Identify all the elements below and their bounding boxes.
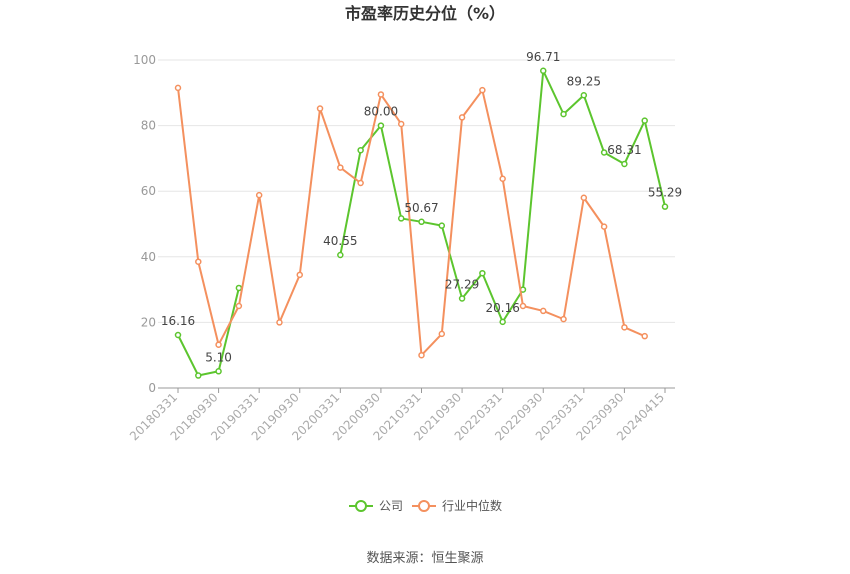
point-company bbox=[499, 318, 506, 326]
point-industry bbox=[296, 271, 303, 279]
point-industry bbox=[641, 332, 648, 340]
point-company bbox=[540, 67, 547, 75]
legend-item-company[interactable]: 公司 bbox=[349, 499, 403, 513]
series-line-industry bbox=[177, 87, 646, 357]
point-industry bbox=[215, 341, 222, 348]
point-industry bbox=[540, 307, 547, 315]
point-company bbox=[195, 372, 202, 379]
legend-industry-label: 行业中位数 bbox=[442, 498, 502, 513]
point-industry bbox=[195, 258, 202, 265]
point-company bbox=[560, 110, 567, 118]
point-industry bbox=[499, 175, 506, 182]
chart-title: 市盈率历史分位（%） bbox=[345, 4, 505, 23]
point-industry bbox=[357, 179, 364, 187]
data-label: 96.71 bbox=[526, 50, 560, 64]
source-note: 数据来源：恒生聚源 bbox=[366, 551, 483, 566]
data-labels: 16.16 5.10 40.55 80.00 50.67 27.29 20.16 96.71 8… bbox=[161, 50, 682, 364]
point-company bbox=[215, 368, 222, 375]
y-tick-label: 80 bbox=[141, 119, 156, 133]
point-industry bbox=[479, 86, 486, 94]
point-company bbox=[661, 203, 669, 210]
point-industry bbox=[255, 191, 263, 199]
point-company bbox=[418, 218, 425, 226]
point-company bbox=[641, 117, 648, 124]
point-company bbox=[235, 284, 243, 292]
point-industry bbox=[337, 164, 344, 171]
y-tick-label: 20 bbox=[141, 315, 156, 329]
point-company bbox=[357, 146, 364, 154]
point-industry bbox=[174, 84, 182, 92]
point-industry bbox=[377, 91, 385, 98]
y-tick-label: 0 bbox=[148, 381, 156, 395]
point-company bbox=[337, 251, 344, 259]
data-label: 27.29 bbox=[445, 277, 479, 291]
point-industry bbox=[418, 351, 425, 359]
point-industry bbox=[580, 194, 588, 202]
point-industry bbox=[316, 105, 324, 112]
data-label: 80.00 bbox=[364, 105, 398, 119]
point-industry bbox=[438, 330, 446, 338]
point-company bbox=[580, 92, 588, 99]
point-industry bbox=[560, 315, 567, 323]
data-label: 89.25 bbox=[567, 74, 601, 88]
point-company bbox=[479, 269, 486, 277]
point-company bbox=[397, 215, 405, 222]
legend-company-label: 公司 bbox=[379, 499, 403, 513]
legend-item-industry[interactable]: 行业中位数 bbox=[412, 498, 502, 513]
data-label: 20.16 bbox=[485, 301, 519, 315]
data-label: 55.29 bbox=[648, 186, 682, 200]
data-label: 68.31 bbox=[607, 143, 641, 157]
point-company bbox=[458, 295, 466, 302]
point-industry bbox=[621, 324, 628, 331]
point-industry bbox=[397, 120, 405, 128]
grid bbox=[158, 59, 675, 323]
legend-company-marker bbox=[355, 500, 367, 512]
point-industry bbox=[519, 302, 527, 310]
point-industry bbox=[600, 223, 608, 230]
point-company bbox=[377, 122, 385, 129]
point-industry bbox=[458, 114, 466, 121]
legend-industry-marker bbox=[418, 500, 430, 512]
series bbox=[174, 67, 669, 379]
point-company bbox=[438, 222, 446, 229]
data-label: 50.67 bbox=[404, 201, 438, 215]
axes: 0204060801002018033120180930201903312019… bbox=[127, 53, 675, 443]
series-line-company bbox=[177, 287, 240, 377]
data-label: 16.16 bbox=[161, 314, 195, 328]
point-company bbox=[174, 331, 182, 339]
data-label: 40.55 bbox=[323, 234, 357, 248]
y-tick-label: 40 bbox=[141, 250, 156, 264]
point-company bbox=[621, 160, 628, 168]
y-tick-label: 60 bbox=[141, 184, 156, 198]
legend[interactable]: 公司 行业中位数 bbox=[349, 498, 502, 513]
y-tick-label: 100 bbox=[133, 53, 156, 67]
point-industry bbox=[276, 319, 283, 326]
data-label: 5.10 bbox=[205, 350, 232, 364]
point-company bbox=[600, 149, 608, 156]
point-industry bbox=[235, 302, 243, 310]
